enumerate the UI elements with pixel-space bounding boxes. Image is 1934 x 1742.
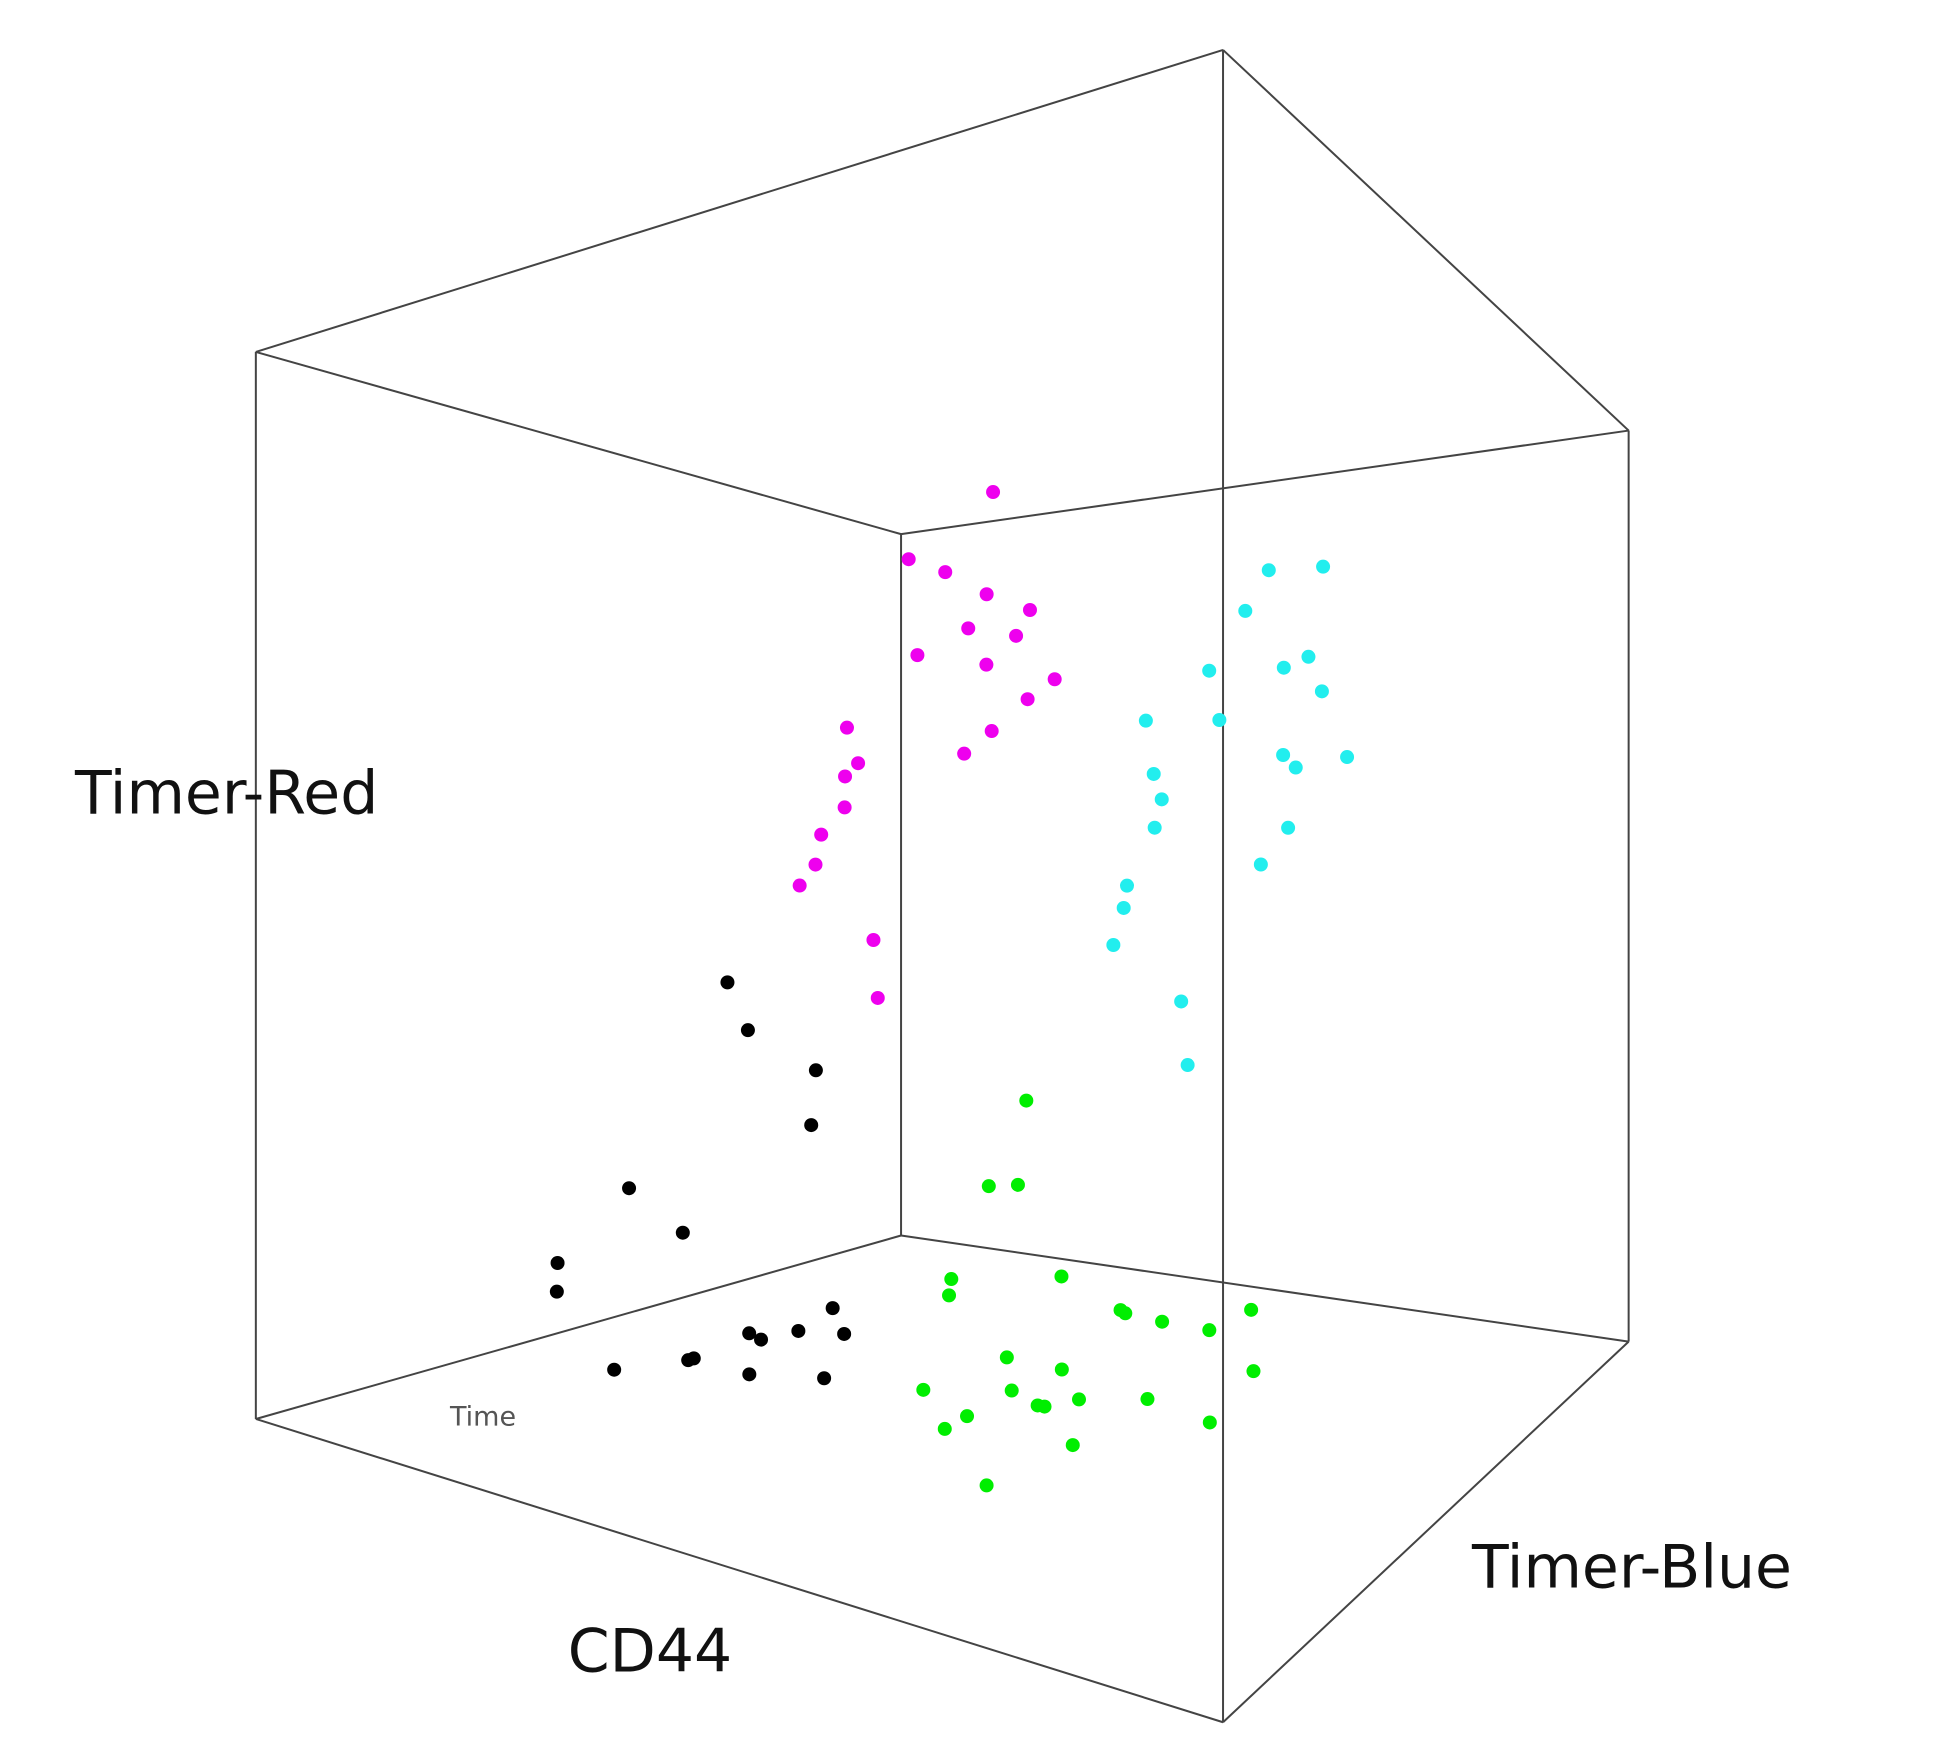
point	[1202, 1323, 1217, 1338]
point	[1180, 1058, 1195, 1073]
box-edge	[900, 1234, 1629, 1343]
y-axis-label: Timer-Blue	[1471, 1533, 1792, 1603]
point	[1146, 766, 1161, 781]
point	[1054, 1269, 1069, 1284]
point	[937, 1421, 952, 1436]
point	[804, 1118, 819, 1133]
point	[1212, 713, 1227, 728]
point	[1054, 1362, 1069, 1377]
point	[754, 1332, 769, 1347]
point	[607, 1362, 622, 1377]
point	[984, 724, 999, 739]
point	[961, 621, 976, 636]
z-axis-label: Timer-Red	[74, 759, 378, 829]
point	[1276, 748, 1291, 762]
point	[1071, 1392, 1086, 1407]
point	[1155, 1314, 1170, 1329]
point	[910, 648, 925, 663]
point	[1261, 563, 1276, 578]
point	[1019, 1093, 1034, 1108]
point	[839, 720, 854, 735]
point	[742, 1326, 757, 1341]
point	[1010, 1177, 1025, 1192]
point	[817, 1371, 832, 1386]
point	[1047, 672, 1062, 687]
point	[1147, 820, 1162, 835]
point	[1154, 792, 1169, 807]
point	[851, 756, 866, 771]
point	[808, 1063, 823, 1078]
point	[1138, 713, 1153, 728]
point	[866, 933, 881, 948]
point	[1030, 1398, 1045, 1413]
point	[742, 1367, 757, 1382]
point	[1009, 628, 1024, 643]
points	[549, 485, 1355, 1493]
point	[916, 1382, 931, 1397]
point	[979, 1478, 994, 1493]
box	[254, 48, 1630, 1724]
point	[1253, 857, 1268, 872]
point	[901, 552, 916, 567]
point	[686, 1351, 701, 1366]
point	[675, 1225, 690, 1240]
point	[957, 746, 972, 761]
point	[942, 1288, 957, 1303]
annotation: Time	[449, 1402, 516, 1433]
point	[808, 857, 823, 872]
point	[944, 1272, 959, 1287]
point	[979, 587, 994, 602]
point	[791, 1323, 806, 1338]
box-edge	[255, 1234, 902, 1420]
point	[837, 1326, 852, 1341]
point	[1140, 1392, 1155, 1407]
point	[838, 769, 853, 784]
point	[549, 1284, 564, 1299]
point	[986, 485, 1001, 500]
point	[1276, 660, 1291, 675]
point	[938, 565, 953, 580]
point	[1020, 692, 1035, 707]
point	[837, 800, 852, 815]
point	[1174, 994, 1189, 1009]
point	[1118, 1306, 1133, 1321]
box-edge	[1222, 1340, 1630, 1723]
point	[1116, 900, 1131, 915]
point	[1004, 1383, 1019, 1398]
x-axis-label: CD44	[568, 1617, 732, 1687]
point	[1119, 878, 1134, 893]
point	[1288, 760, 1303, 775]
point	[825, 1301, 840, 1316]
point	[1238, 603, 1253, 618]
point	[870, 990, 885, 1005]
point	[1316, 559, 1331, 574]
box-edge	[255, 1418, 1224, 1724]
point	[622, 1181, 637, 1196]
box-edge	[255, 48, 1224, 353]
point	[1244, 1302, 1259, 1317]
point	[792, 878, 807, 893]
point	[999, 1350, 1014, 1365]
point	[1106, 937, 1121, 952]
point	[1202, 663, 1217, 678]
point	[1340, 750, 1355, 765]
point	[1202, 1415, 1217, 1430]
point	[979, 657, 994, 672]
point	[1281, 820, 1296, 835]
point	[1246, 1364, 1261, 1379]
point	[1301, 649, 1316, 664]
point	[981, 1179, 996, 1194]
point	[1065, 1438, 1080, 1453]
point	[814, 827, 829, 842]
point	[740, 1023, 755, 1038]
box-edge	[900, 429, 1629, 536]
box-edge	[1222, 49, 1630, 432]
point	[960, 1409, 975, 1424]
point	[550, 1255, 565, 1270]
box-edge	[255, 350, 902, 536]
point	[720, 975, 735, 990]
point	[1022, 602, 1037, 617]
point	[1314, 684, 1329, 699]
